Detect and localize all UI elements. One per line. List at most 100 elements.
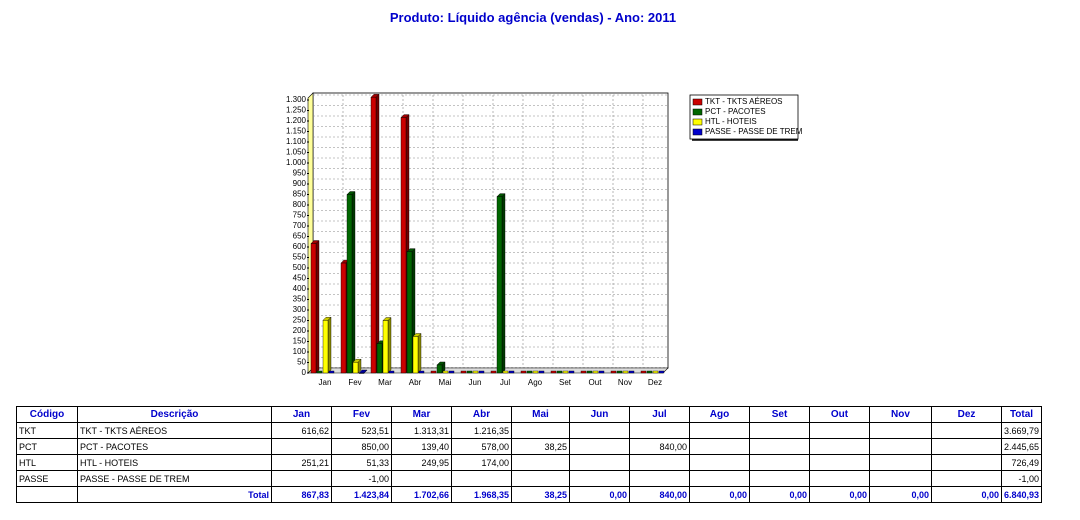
y-tick-label: 250 <box>293 316 307 325</box>
y-tick-label: 300 <box>293 305 307 314</box>
y-tick-label: 650 <box>293 232 307 241</box>
total-cell: 867,83 <box>271 486 332 503</box>
y-tick-label: 500 <box>293 263 307 272</box>
total-cell: 840,00 <box>629 486 690 503</box>
column-header: Abr <box>451 406 512 423</box>
y-tick-label: 450 <box>293 274 307 283</box>
column-header: Fev <box>331 406 392 423</box>
bar-base <box>442 370 449 374</box>
table-cell <box>749 470 810 487</box>
bar <box>382 320 389 374</box>
legend-label: HTL - HOTEIS <box>705 117 757 126</box>
table-cell <box>689 470 750 487</box>
y-tick-label: 700 <box>293 221 307 230</box>
y-tick-label: 150 <box>293 337 307 346</box>
bar-base <box>550 370 557 374</box>
table-cell: 249,95 <box>391 454 452 471</box>
table-cell <box>931 422 1002 439</box>
y-tick-label: 750 <box>293 211 307 220</box>
x-tick-label: Set <box>559 378 572 387</box>
table-cell: 251,21 <box>271 454 332 471</box>
table-cell: 139,40 <box>391 438 452 455</box>
table-cell: HTL <box>16 454 78 471</box>
table-cell <box>749 422 810 439</box>
x-tick-label: Nov <box>618 378 632 387</box>
column-header: Mai <box>511 406 570 423</box>
y-tick-label: 50 <box>297 358 306 367</box>
x-tick-label: Jan <box>319 378 332 387</box>
column-header: Out <box>809 406 870 423</box>
y-tick-label: 1.050 <box>286 148 307 157</box>
y-tick-label: 350 <box>293 295 307 304</box>
bar-side <box>375 93 380 374</box>
bar-base <box>586 370 593 374</box>
bar-base <box>568 370 575 374</box>
bar-side <box>417 332 422 374</box>
table-cell: 174,00 <box>451 454 512 471</box>
table-cell: PCT <box>16 438 78 455</box>
bar-base <box>316 370 323 374</box>
x-tick-label: Mai <box>439 378 452 387</box>
table-cell <box>869 438 932 455</box>
bar <box>370 97 377 374</box>
legend-swatch <box>692 108 703 116</box>
x-tick-label: Jul <box>500 378 510 387</box>
bar-base <box>328 370 335 374</box>
table-cell: 840,00 <box>629 438 690 455</box>
table-cell <box>629 422 690 439</box>
table-cell <box>869 422 932 439</box>
table-cell: 523,51 <box>331 422 392 439</box>
bar-base <box>562 370 569 374</box>
legend-swatch <box>692 118 703 126</box>
y-tick-label: 400 <box>293 284 307 293</box>
y-tick-label: 800 <box>293 200 307 209</box>
bar-base <box>532 370 539 374</box>
table-cell <box>629 470 690 487</box>
bar-base <box>538 370 545 374</box>
bar-base <box>658 370 665 374</box>
bar-side <box>315 240 320 374</box>
total-cell: 1.968,35 <box>451 486 512 503</box>
bar <box>376 343 383 374</box>
total-cell: 0,00 <box>749 486 810 503</box>
bar-base <box>472 370 479 374</box>
bar <box>310 243 317 374</box>
header-row: Código Descrição Jan Fev Mar Abr Mai Jun Jul Ago S… <box>16 406 1043 423</box>
column-header: Código <box>16 406 78 423</box>
table-cell: 38,25 <box>511 438 570 455</box>
bar <box>400 117 407 374</box>
table-cell <box>689 454 750 471</box>
bar <box>340 262 347 374</box>
table-row: PASSE PASSE - PASSE DE TREM -1,00 -1,00 <box>16 470 1043 487</box>
data-table: Código Descrição Jan Fev Mar Abr Mai Jun Jul Ago S… <box>16 406 1043 503</box>
table-cell: PASSE - PASSE DE TREM <box>77 470 272 487</box>
bar-base <box>388 370 395 374</box>
table-cell <box>569 454 630 471</box>
y-tick-label: 1.200 <box>286 116 307 125</box>
x-tick-label: Fev <box>348 378 361 387</box>
table-cell <box>511 422 570 439</box>
bar-base <box>508 370 515 374</box>
table-cell: TKT - TKTS AÉREOS <box>77 422 272 439</box>
legend-label: PCT - PACOTES <box>705 107 766 116</box>
x-tick-label: Dez <box>648 378 662 387</box>
total-cell: 1.423,84 <box>331 486 392 503</box>
y-tick-label: 600 <box>293 242 307 251</box>
table-cell <box>511 470 570 487</box>
bar <box>496 196 503 374</box>
legend-label: TKT - TKTS AÉREOS <box>705 97 783 106</box>
x-tick-label: Abr <box>409 378 422 387</box>
column-header: Jun <box>569 406 630 423</box>
table-cell: TKT <box>16 422 78 439</box>
bar-base <box>610 370 617 374</box>
table-cell: 3.669,79 <box>1000 422 1043 439</box>
y-tick-label: 1.150 <box>286 127 307 136</box>
bar-base <box>592 370 599 374</box>
table-cell <box>809 438 870 455</box>
y-tick-label: 1.100 <box>286 137 307 146</box>
bar-base <box>646 370 653 374</box>
bar-base <box>430 370 437 374</box>
y-tick-label: 200 <box>293 326 307 335</box>
